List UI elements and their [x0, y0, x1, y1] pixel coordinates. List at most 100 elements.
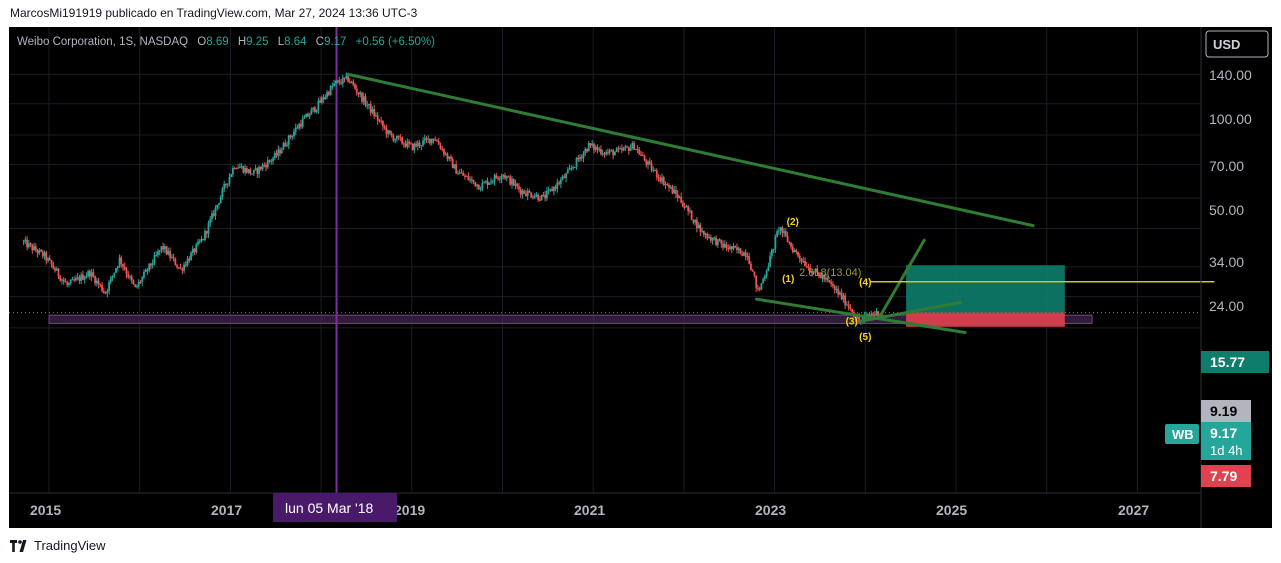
- candle-body: [402, 143, 405, 145]
- candle-body: [251, 173, 253, 175]
- candle-body: [139, 281, 142, 283]
- candle-body: [812, 272, 815, 274]
- price-chart-svg[interactable]: 2.618(13.04) (1) (2) (3) (4) (5) Weibo Corpo…: [9, 27, 1272, 528]
- candle-body: [388, 130, 391, 134]
- candle-body: [359, 92, 362, 95]
- candle-body: [769, 255, 772, 267]
- candle-body: [345, 75, 348, 79]
- candle-body: [481, 182, 484, 189]
- candle-body: [334, 80, 337, 84]
- candle-body: [24, 239, 27, 242]
- candle-body: [622, 148, 625, 151]
- candle-body: [605, 152, 608, 155]
- candle-body: [411, 143, 414, 151]
- candle-body: [680, 196, 683, 203]
- candle-body: [293, 131, 295, 137]
- candle-body: [181, 268, 184, 271]
- candle-body: [765, 271, 768, 276]
- candle-body: [533, 196, 536, 198]
- candle-body: [462, 172, 465, 176]
- price-tick-label: 34.00: [1209, 254, 1244, 270]
- trendlines[interactable]: [346, 72, 1035, 334]
- candle-body: [826, 277, 829, 281]
- candle-body: [788, 242, 791, 244]
- candle-body: [856, 317, 859, 319]
- candle-body: [244, 167, 247, 173]
- candle-body: [265, 165, 267, 168]
- candle-body: [551, 188, 554, 192]
- wave-label: (5): [859, 332, 871, 343]
- candle-body: [851, 308, 854, 313]
- candle-body: [427, 138, 430, 140]
- candle-body: [76, 277, 79, 279]
- time-tick-label: 2015: [30, 502, 61, 518]
- candle-body: [519, 189, 522, 195]
- candle-body: [687, 206, 690, 212]
- candle-body: [467, 175, 470, 181]
- long-position-tool[interactable]: [9, 265, 1201, 327]
- candle-body: [762, 278, 765, 284]
- candle-body: [87, 271, 90, 276]
- candle-body: [425, 138, 428, 140]
- time-axis[interactable]: 2015 2017 2019 2021 2023 2025 2027: [30, 502, 1149, 518]
- candle-body: [509, 176, 512, 185]
- candle-body: [143, 272, 145, 278]
- candle-body: [204, 231, 206, 240]
- candle-body: [395, 135, 398, 140]
- publication-caption: MarcosMi191919 publicado en TradingView.…: [10, 6, 418, 20]
- candle-body: [47, 258, 49, 261]
- candle-body: [289, 135, 292, 138]
- elliott-wave-labels: (1) (2) (3) (4) (5): [782, 217, 871, 343]
- candle-body: [709, 236, 712, 241]
- candle-body: [476, 184, 479, 187]
- candle-body: [141, 277, 144, 283]
- candle-body: [322, 97, 325, 100]
- candle-body: [33, 246, 35, 251]
- candle-body: [823, 275, 826, 280]
- candle-body: [348, 81, 351, 83]
- candle-body: [106, 290, 109, 293]
- legend-low-label: L: [278, 36, 285, 48]
- candle-body: [144, 269, 147, 273]
- candle-body: [307, 113, 309, 117]
- price-axis[interactable]: 140.00 100.00 70.00 50.00 34.00 24.00: [1209, 67, 1252, 314]
- candle-body: [491, 181, 494, 183]
- legend-close-label: C: [316, 36, 324, 48]
- candle-body: [36, 250, 39, 254]
- target-zone: [906, 265, 1065, 313]
- candle-body: [673, 189, 676, 194]
- candle-body: [525, 193, 527, 197]
- fib-extension-label: 2.618(13.04): [799, 267, 861, 279]
- candle-body: [734, 246, 737, 248]
- candle-body: [554, 187, 557, 189]
- candlestick-series: [22, 72, 883, 326]
- candle-body: [472, 179, 475, 182]
- candle-body: [73, 279, 76, 281]
- candle-body: [300, 123, 302, 127]
- candle-body: [584, 149, 587, 153]
- candle-body: [613, 151, 616, 156]
- candle-body: [615, 148, 618, 152]
- candle-body: [458, 172, 461, 174]
- candle-body: [870, 313, 873, 315]
- candle-body: [750, 263, 752, 271]
- candle-body: [783, 231, 785, 233]
- candle-body: [760, 283, 763, 290]
- candle-body: [552, 187, 555, 192]
- candle-body: [577, 157, 580, 160]
- price-tick-label: 70.00: [1209, 158, 1244, 174]
- candle-body: [176, 265, 178, 268]
- candle-body: [235, 168, 238, 170]
- fib-extension[interactable]: 2.618(13.04): [799, 267, 1215, 283]
- candle-body: [483, 182, 485, 184]
- candle-body: [198, 241, 201, 243]
- candle-body: [378, 120, 381, 122]
- price-tick-label: 100.00: [1209, 111, 1252, 127]
- candle-body: [214, 207, 217, 216]
- candle-body: [784, 231, 787, 236]
- chart-panel[interactable]: 2.618(13.04) (1) (2) (3) (4) (5) Weibo Corpo…: [9, 27, 1272, 528]
- currency-button[interactable]: USD: [1205, 30, 1269, 58]
- svg-text:15.77: 15.77: [1210, 354, 1245, 370]
- candle-body: [155, 255, 158, 257]
- candle-body: [488, 182, 491, 185]
